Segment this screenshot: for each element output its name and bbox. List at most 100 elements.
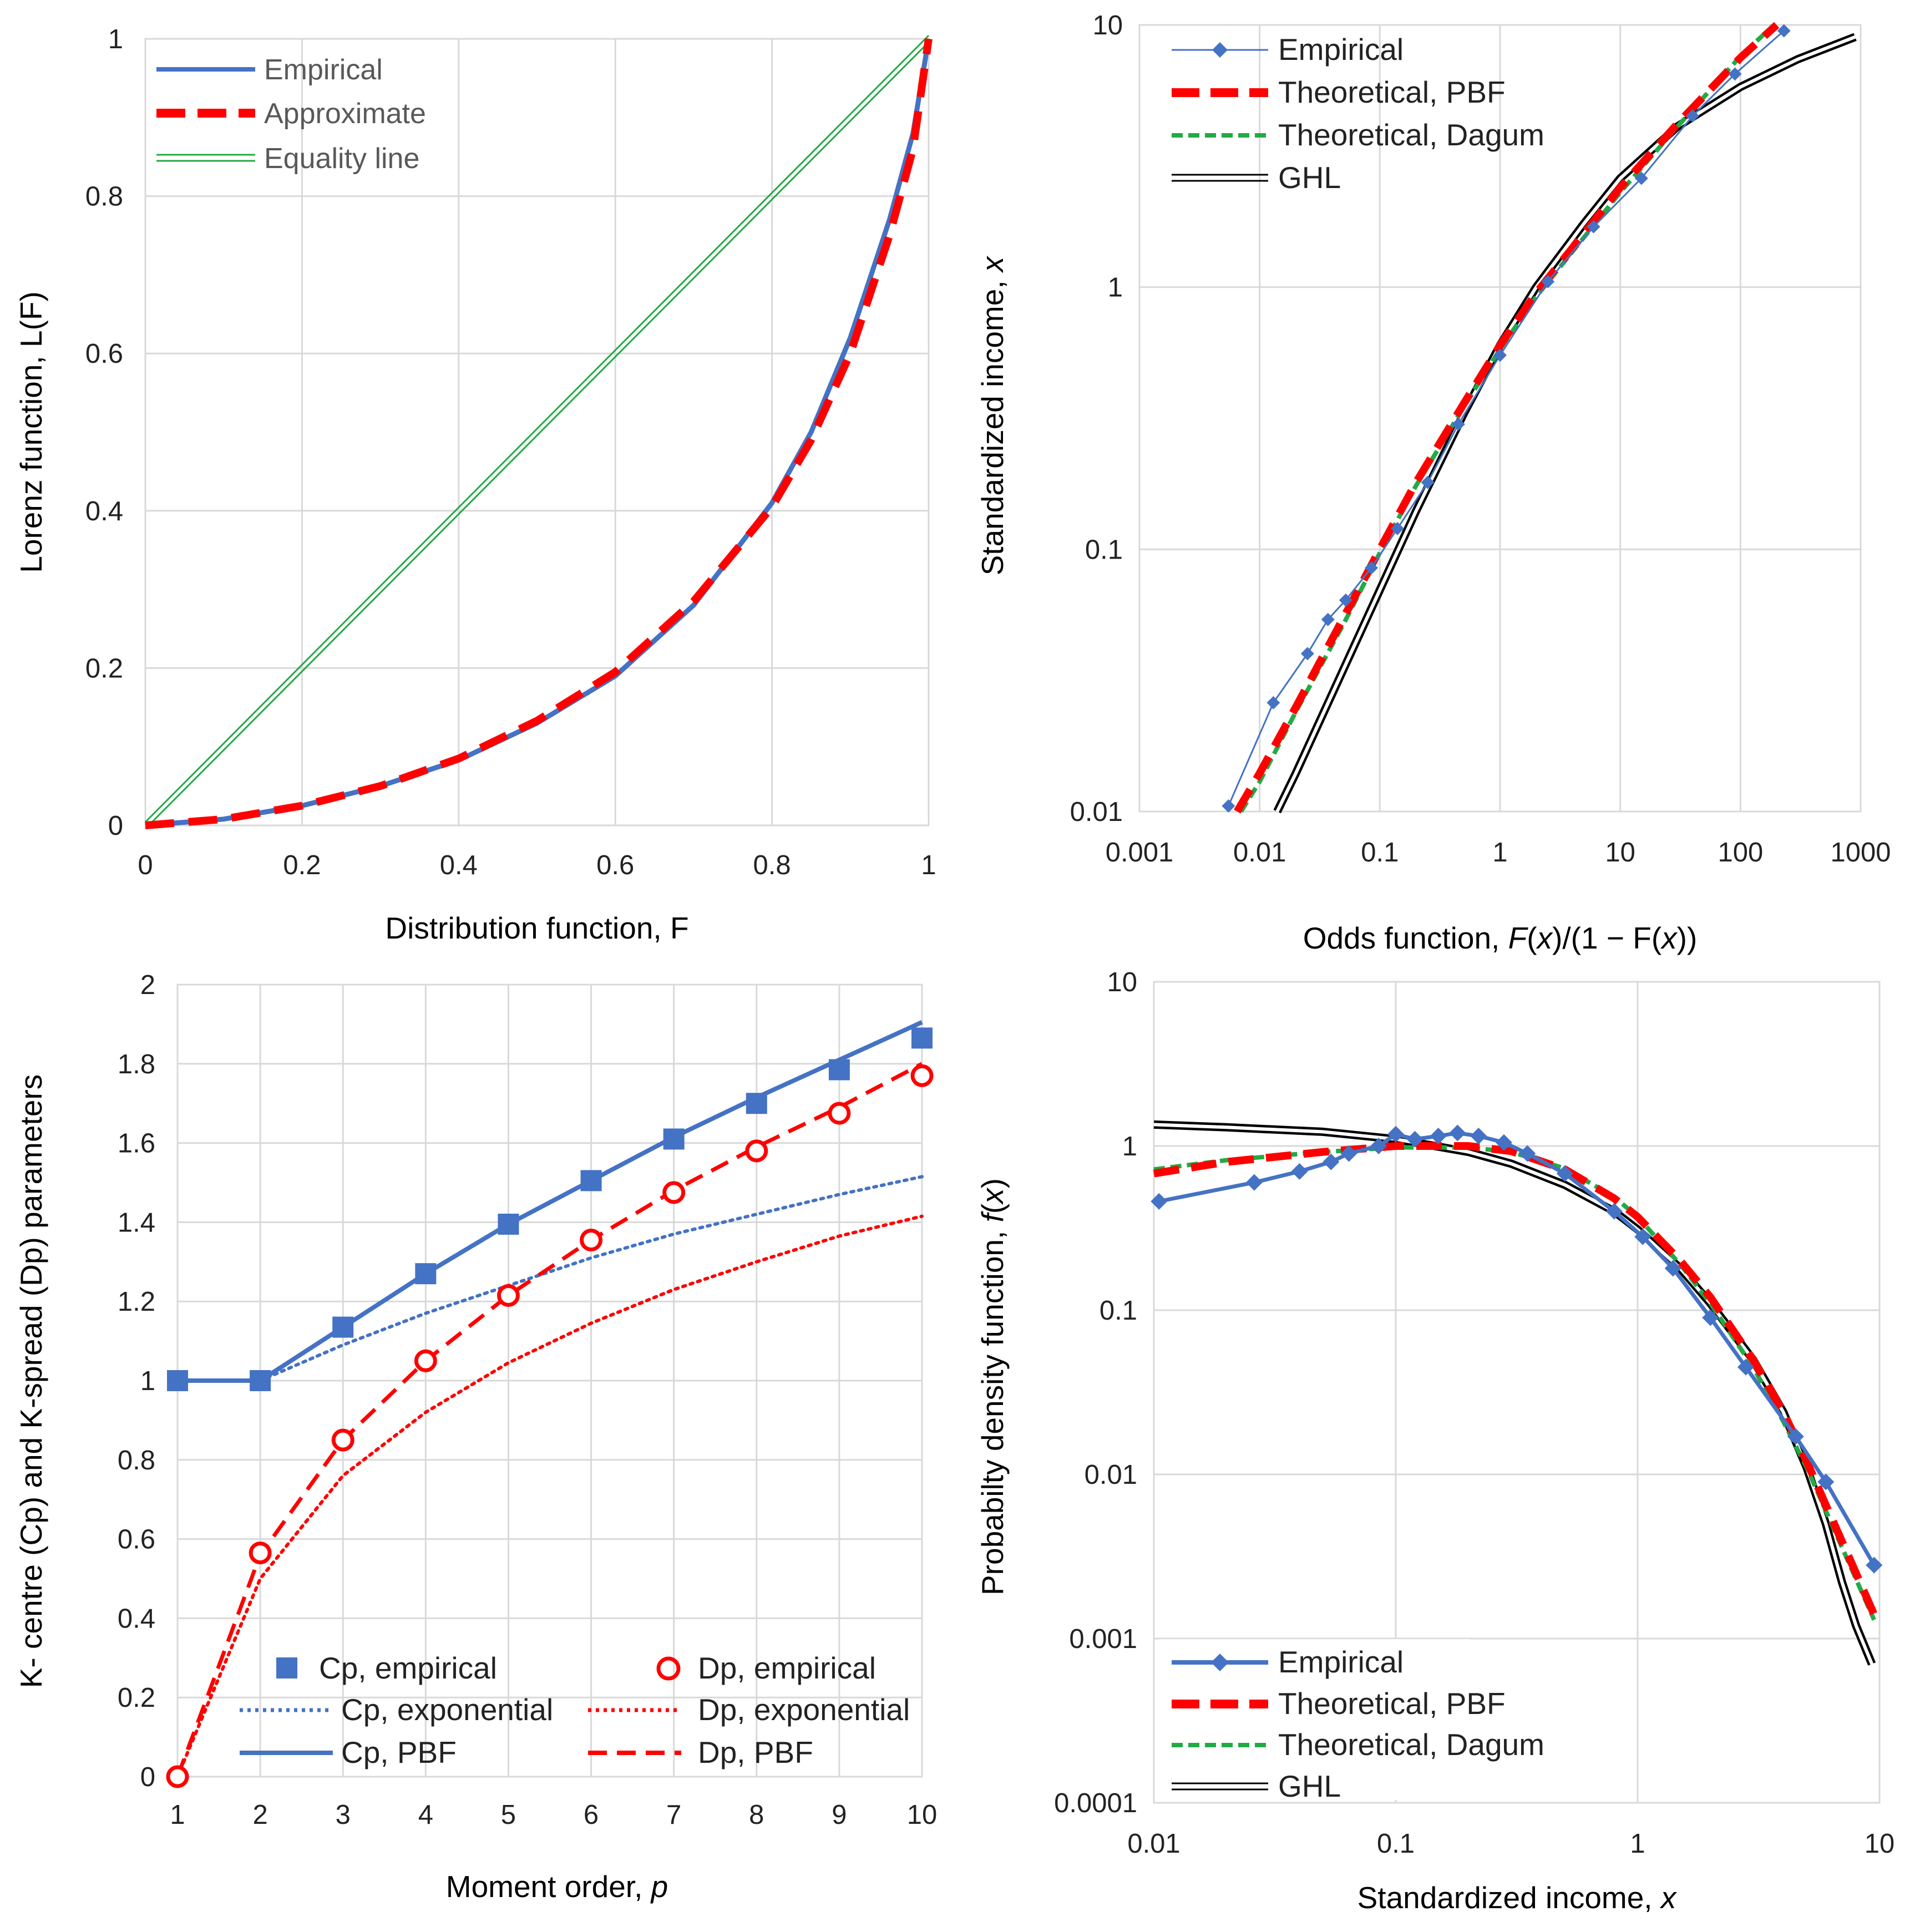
legend-label-dagum: Theoretical, Dagum: [1278, 118, 1544, 152]
x-tick-label: 0.6: [596, 850, 634, 880]
empirical-point: [1321, 612, 1335, 626]
series-empirical: [1228, 30, 1785, 807]
legend-label-pbf: Theoretical, PBF: [1278, 1686, 1506, 1721]
series-cp-exponential: [259, 1175, 924, 1382]
moments-y-label: K- centre (Cp) and K-spread (Dp) paramet…: [14, 1074, 48, 1688]
x-tick-label: 1: [170, 1800, 185, 1830]
series-pbf: [1234, 22, 1780, 814]
x-tick-label: 0.01: [1127, 1829, 1180, 1859]
lorenz-x-label-text: Distribution function, F: [385, 911, 688, 945]
lorenz-gridlines: [144, 38, 930, 826]
empirical-point: [1151, 1193, 1168, 1210]
dp-empirical-point: [828, 1102, 851, 1125]
y-tick-label: 1: [1108, 273, 1123, 303]
y-tick-label: 1.6: [118, 1129, 155, 1159]
legend-marker-diamond: [1212, 42, 1228, 58]
legend-label-dp-exponential: Dp, exponential: [698, 1692, 910, 1727]
y-tick-label: 1: [140, 1366, 155, 1396]
empirical-point: [1519, 1145, 1536, 1162]
empirical-point: [1406, 1130, 1423, 1148]
legend-label-dp-pbf: Dp, PBF: [698, 1735, 813, 1769]
empirical-point: [1664, 1260, 1681, 1277]
cp-empirical-point: [663, 1128, 685, 1150]
empirical-point: [1323, 1153, 1340, 1170]
y-tick-label: 0.4: [85, 496, 123, 526]
empirical-point: [1817, 1473, 1835, 1490]
series-approximate: [145, 38, 933, 829]
empirical-point: [1421, 475, 1435, 489]
x-tick-label: 0.4: [440, 850, 478, 880]
pdf-y-ticks: 0.0001 0.001 0.01 0.1 1 10: [1054, 967, 1137, 1818]
legend-label-ghl: GHL: [1278, 1769, 1341, 1803]
y-tick-label: 0.01: [1085, 1460, 1137, 1490]
y-tick-label: 0.8: [85, 182, 123, 212]
x-tick-label: 10: [907, 1800, 938, 1830]
x-tick-label: 2: [252, 1800, 267, 1830]
equality-line-1: [144, 34, 930, 823]
y-tick-label: 0.2: [85, 653, 123, 683]
cp-empirical-point: [580, 1170, 602, 1191]
lorenz-series: [144, 34, 933, 830]
cp-empirical-point: [332, 1316, 354, 1338]
cp-empirical-point: [911, 1027, 933, 1049]
empirical-point: [1449, 1124, 1466, 1142]
legend-label-empirical: Empirical: [1278, 1645, 1404, 1679]
cp-empirical-point: [415, 1263, 437, 1285]
legend-label-dagum: Theoretical, Dagum: [1278, 1727, 1544, 1762]
y-tick-label: 1.4: [118, 1208, 155, 1238]
y-tick-label: 10: [1107, 967, 1137, 997]
legend-label-ghl: GHL: [1278, 160, 1341, 195]
legend-marker-diamond: [1211, 1654, 1229, 1671]
empirical-point: [1451, 417, 1465, 431]
empirical-point: [1370, 1138, 1387, 1154]
y-tick-label: 1.8: [118, 1049, 155, 1079]
y-tick-label: 0.01: [1070, 797, 1123, 827]
legend-marker-cp-empirical: [276, 1657, 297, 1679]
x-tick-label: 0: [138, 850, 153, 880]
x-tick-label: 0.1: [1377, 1829, 1415, 1859]
x-tick-label: 6: [584, 1800, 599, 1830]
series-cp-pbf: [178, 1020, 923, 1383]
y-tick-label: 0.6: [118, 1525, 155, 1555]
pdf-legend: Empirical Theoretical, PBF Theoretical, …: [1159, 1639, 1544, 1803]
y-tick-label: 0: [108, 811, 123, 841]
series-empirical: [1158, 1131, 1876, 1566]
odds-gridlines: [1138, 24, 1862, 813]
dp-empirical-point: [331, 1428, 354, 1452]
x-tick-label: 100: [1718, 838, 1763, 868]
legend-marker-dp-empirical: [656, 1656, 681, 1681]
empirical-point: [1702, 1309, 1719, 1326]
y-tick-label: 10: [1092, 11, 1123, 40]
x-tick-label: 8: [749, 1800, 764, 1830]
pdf-x-label: Standardized income, x: [1357, 1880, 1678, 1915]
empirical-point: [1495, 1134, 1512, 1151]
y-tick-label: 2: [140, 970, 155, 1000]
panel-lorenz: 0 0.2 0.4 0.6 0.8 1 0 0.2 0.4 0.6 0.8 1 Distributi…: [14, 24, 936, 945]
series-ghl-outer: [1273, 33, 1857, 814]
x-tick-label: 0.001: [1106, 838, 1174, 868]
y-tick-label: 0.0001: [1054, 1788, 1137, 1818]
y-tick-label: 0.001: [1069, 1624, 1137, 1654]
empirical-point: [1387, 1125, 1404, 1143]
lorenz-x-label: Distribution function, F: [385, 911, 688, 945]
legend-label-empirical: Empirical: [264, 54, 383, 86]
y-tick-label: 1: [108, 24, 123, 54]
lorenz-y-label: Lorenz function, L(F): [14, 291, 48, 572]
cp-empirical-point: [167, 1370, 188, 1391]
empirical-point: [1339, 593, 1352, 607]
dp-empirical-point: [745, 1139, 768, 1163]
moments-legend: Cp, empirical Cp, exponential Cp, PBF Dp…: [240, 1651, 910, 1769]
odds-legend: Empirical Theoretical, PBF Theoretical, …: [1172, 32, 1544, 195]
series-dp-exponential: [176, 1214, 924, 1778]
moments-y-ticks: 0 0.2 0.4 0.6 0.8 1 1.2 1.4 1.6 1.8 2: [118, 970, 155, 1792]
x-tick-label: 1: [1630, 1829, 1645, 1859]
legend-label-approximate: Approximate: [264, 98, 426, 130]
empirical-point: [1245, 1174, 1263, 1191]
y-tick-label: 0.2: [118, 1683, 155, 1713]
series-ghl-inner: [1275, 35, 1856, 813]
y-tick-label: 0: [140, 1762, 155, 1792]
series-ghl-inner: [1153, 1123, 1874, 1665]
x-tick-label: 7: [666, 1800, 681, 1830]
equality-line-2: [144, 41, 930, 830]
dp-empirical-point: [414, 1349, 437, 1372]
